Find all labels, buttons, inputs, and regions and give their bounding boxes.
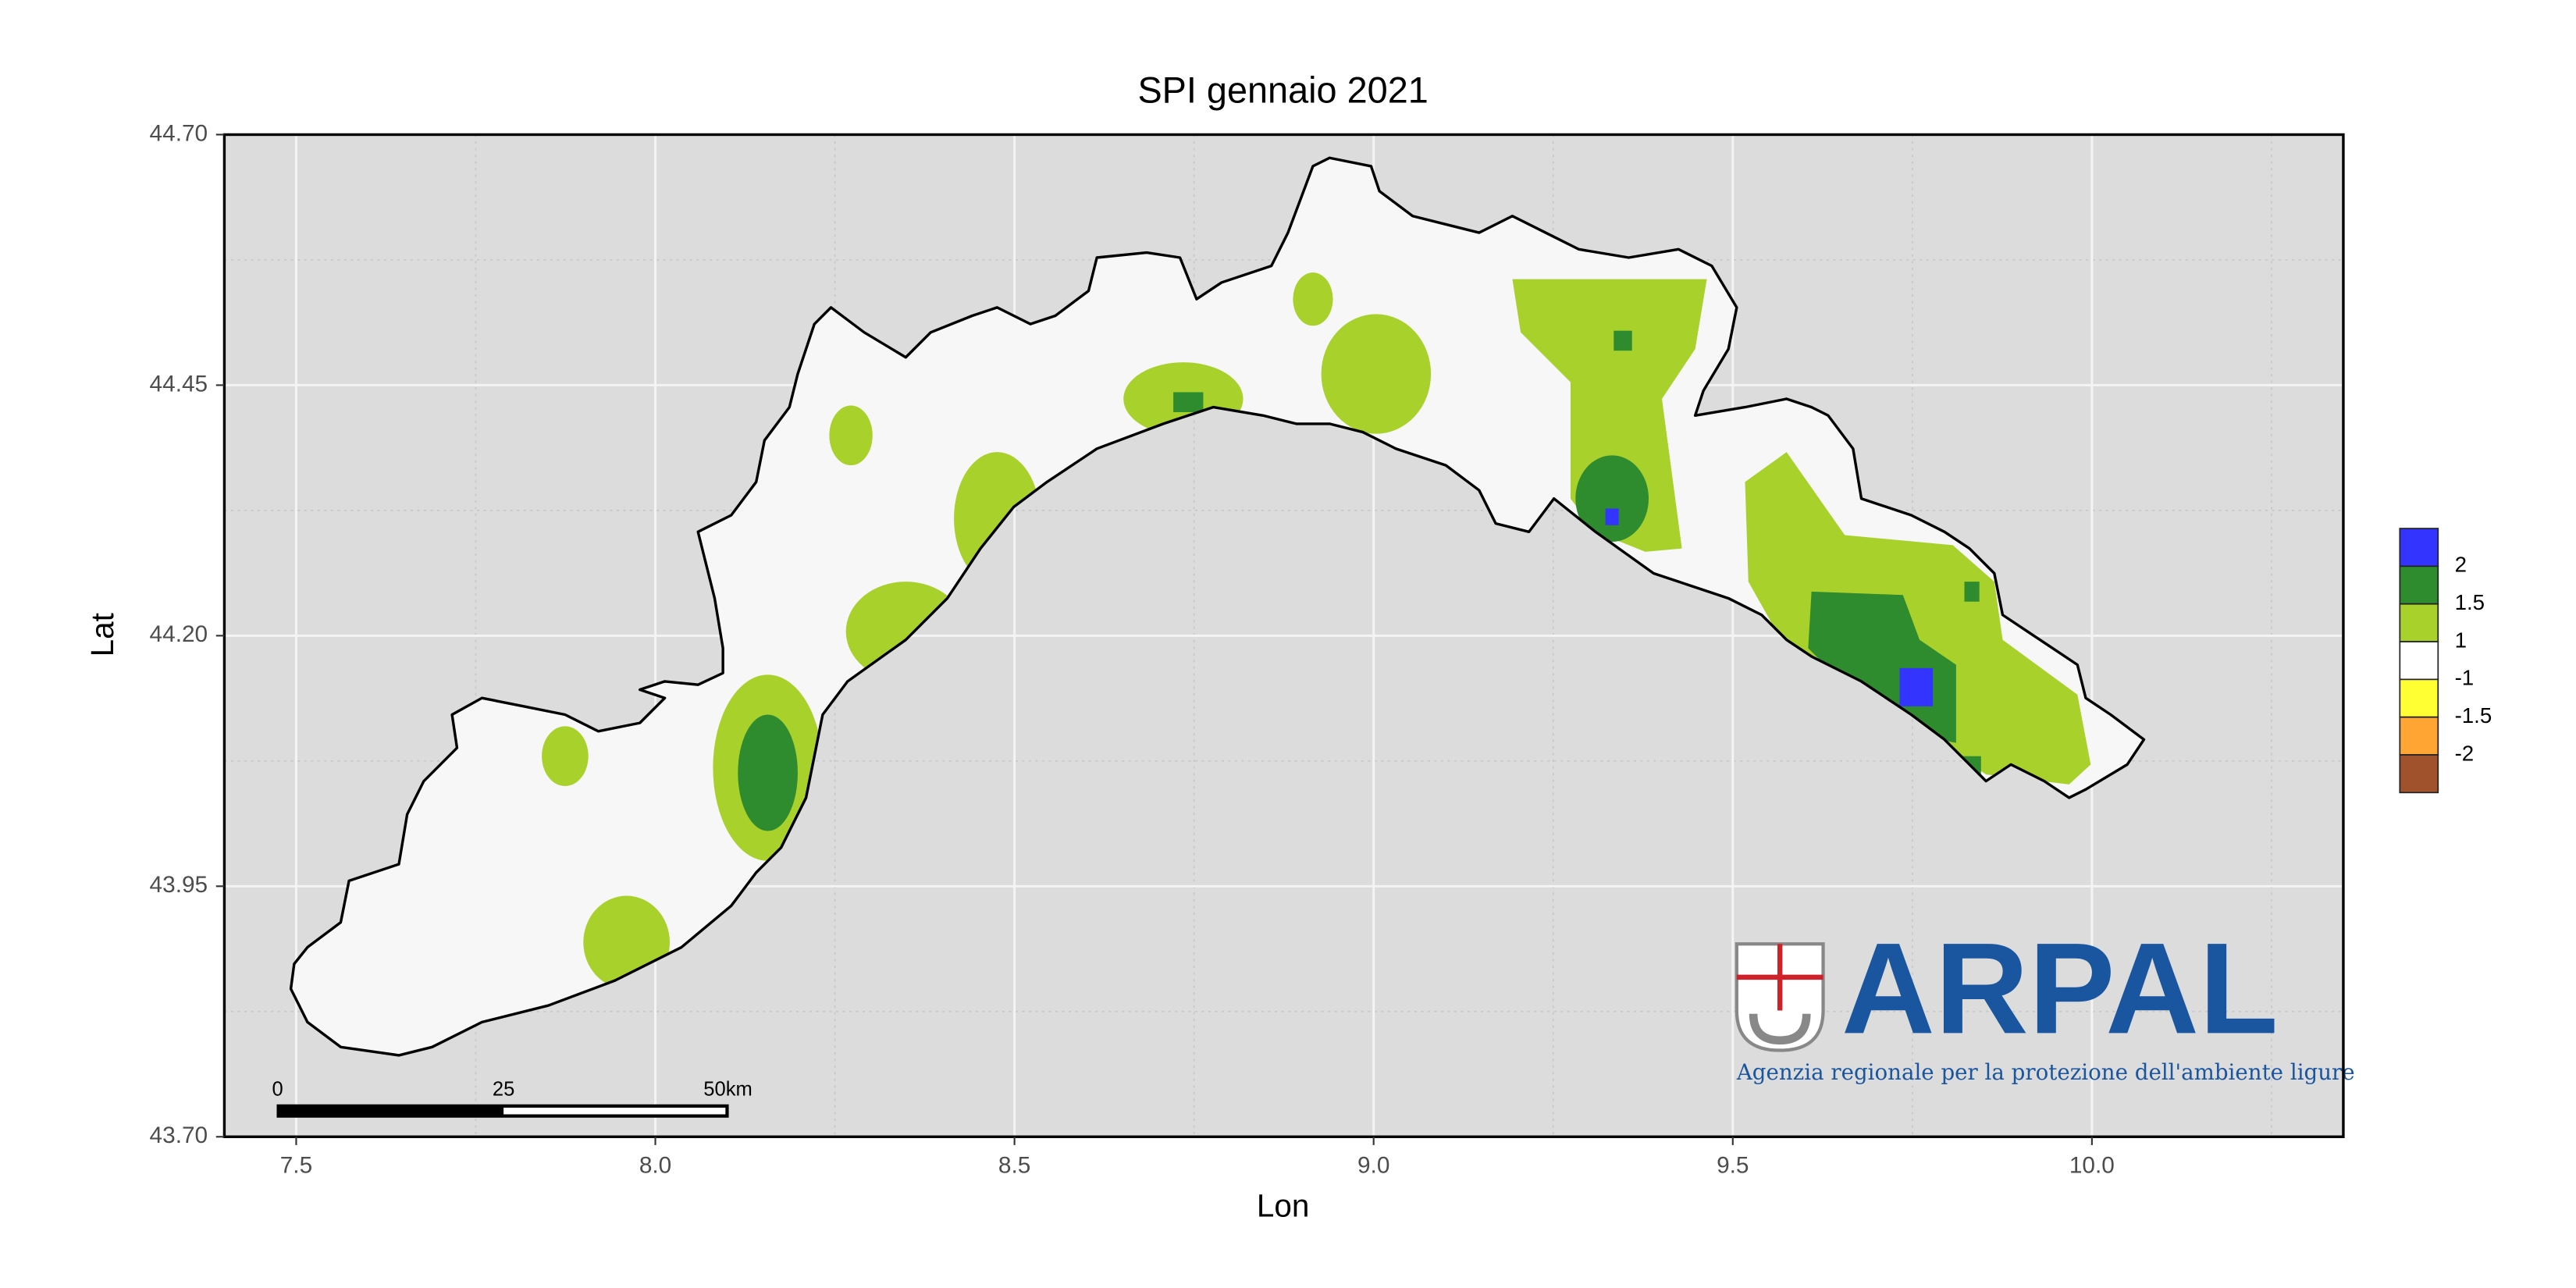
logo-arc bbox=[1749, 1013, 1811, 1045]
y-tick-label: 44.20 bbox=[150, 621, 208, 647]
x-tick-label: 8.0 bbox=[639, 1152, 671, 1178]
spi-area bbox=[1964, 582, 1980, 602]
spi-area bbox=[1605, 508, 1619, 525]
legend-label: 1 bbox=[2455, 628, 2467, 652]
x-tick-label: 10.0 bbox=[2069, 1152, 2115, 1178]
spi-area bbox=[1745, 452, 2091, 785]
scale-bar: 0 25 50km bbox=[272, 1078, 753, 1118]
legend-swatch bbox=[2399, 565, 2439, 605]
legend-swatch bbox=[2399, 716, 2439, 756]
legend-swatch bbox=[2399, 678, 2439, 718]
legend: 2 1.5 1 -1 -1.5 -2 bbox=[2399, 528, 2492, 794]
spi-area bbox=[1293, 272, 1333, 326]
y-tick-label: 44.70 bbox=[150, 120, 208, 146]
legend-swatch bbox=[2399, 641, 2439, 681]
spi-area bbox=[1614, 330, 1632, 351]
legend-swatch bbox=[2399, 603, 2439, 642]
spi-area bbox=[1512, 279, 1707, 552]
logo-name: ARPAL bbox=[1841, 916, 2279, 1061]
logo-tagline: Agenzia regionale per la protezione dell… bbox=[1736, 1059, 2355, 1085]
spi-area bbox=[1321, 314, 1432, 434]
spi-area bbox=[829, 405, 873, 466]
logo: ARPAL Agenzia regionale per la protezion… bbox=[1735, 916, 2355, 1085]
y-axis-title: Lat bbox=[84, 613, 120, 656]
y-tick-label: 44.45 bbox=[150, 371, 208, 397]
x-tick-label: 7.5 bbox=[280, 1152, 312, 1178]
x-tick-label: 8.5 bbox=[998, 1152, 1030, 1178]
chart-title: SPI gennaio 2021 bbox=[1137, 70, 1428, 111]
x-axis-title: Lon bbox=[1257, 1187, 1309, 1223]
scale-label: 50km bbox=[703, 1078, 752, 1100]
scale-bar-segment bbox=[503, 1108, 726, 1115]
x-tick-label: 9.5 bbox=[1717, 1152, 1749, 1178]
legend-label: -2 bbox=[2455, 741, 2475, 765]
scale-label: 25 bbox=[493, 1078, 514, 1100]
x-tick-label: 9.0 bbox=[1357, 1152, 1389, 1178]
spi-area bbox=[1575, 455, 1649, 543]
scale-label: 0 bbox=[272, 1078, 283, 1100]
legend-label: -1 bbox=[2455, 666, 2475, 690]
legend-swatch bbox=[2399, 528, 2439, 568]
spi-area bbox=[1173, 392, 1204, 412]
y-tick-label: 43.95 bbox=[150, 872, 208, 898]
legend-swatch bbox=[2399, 754, 2439, 794]
legend-label: 1.5 bbox=[2455, 590, 2485, 614]
y-tick-label: 43.70 bbox=[150, 1123, 208, 1148]
region-outline bbox=[289, 156, 2146, 1057]
spi-area bbox=[1899, 667, 1934, 706]
axes: 7.5 8.0 8.5 9.0 9.5 10.0 43.70 43.95 44.20 44.45 4… bbox=[150, 120, 2115, 1178]
spi-area bbox=[738, 714, 798, 831]
legend-label: 2 bbox=[2455, 553, 2467, 577]
legend-label: -1.5 bbox=[2455, 703, 2492, 728]
spi-area bbox=[542, 726, 589, 787]
